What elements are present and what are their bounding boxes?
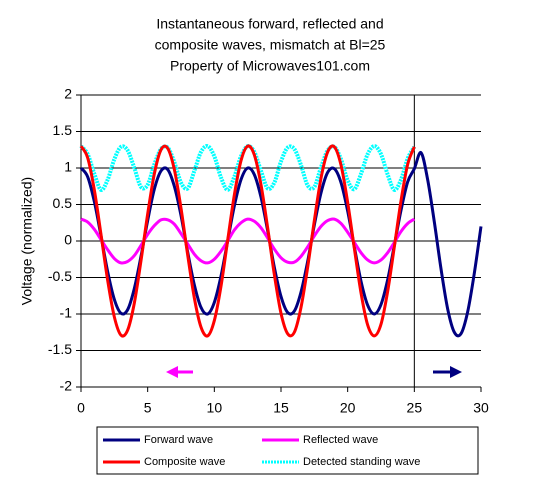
y-tick-label: -1.5 [48,341,72,357]
arrow-right [433,366,462,378]
arrow-left [166,366,193,378]
x-tick-label: 10 [207,400,223,416]
chart-title: composite waves, mismatch at Bl=25 [155,37,386,53]
x-tick-label: 15 [273,400,289,416]
chart-title: Property of Microwaves101.com [170,58,370,74]
x-tick-label: 20 [340,400,356,416]
legend-box [96,426,479,475]
legend: Forward wave Reflected wave Composite wave… [103,434,420,468]
y-tick-label: -1 [60,305,73,321]
series-line [79,144,416,338]
x-tick-label: 30 [473,400,489,416]
legend-label: Detected standing wave [303,456,420,468]
x-tick-label: 0 [77,400,85,416]
legend-label: Composite wave [144,456,225,468]
y-tick-label: 2 [64,86,72,102]
legend-label: Forward wave [144,434,213,446]
y-tick-label: 0 [64,232,72,248]
y-tick-label: -2 [60,378,73,394]
x-tick-label: 5 [144,400,152,416]
y-tick-label: 0.5 [53,195,73,211]
chart-title: Instantaneous forward, reflected and [156,16,383,32]
y-tick-label: -0.5 [48,268,72,284]
y-tick-label: 1 [64,159,72,175]
y-axis-label: Voltage (normalized) [19,177,35,305]
x-tick-label: 25 [407,400,423,416]
legend-label: Reflected wave [303,434,378,446]
series-line [80,217,416,265]
y-tick-label: 1.5 [53,122,73,138]
